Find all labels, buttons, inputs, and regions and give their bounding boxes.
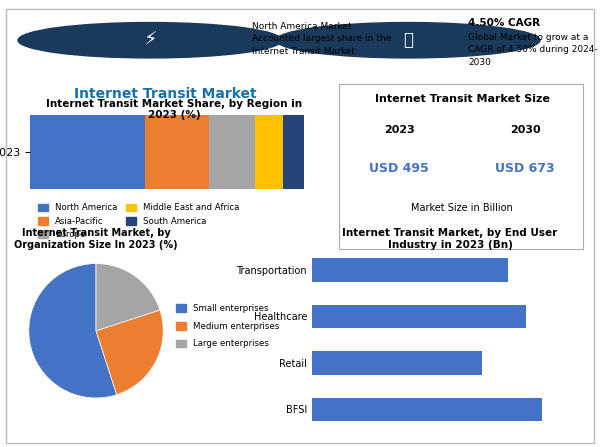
Text: Internet Transit Market Share, by Region in
2023 (%): Internet Transit Market Share, by Region… — [46, 99, 302, 120]
Bar — [312, 351, 482, 375]
Legend: Small enterprises, Medium enterprises, Large enterprises: Small enterprises, Medium enterprises, L… — [172, 301, 283, 352]
Text: North America Market
Accounted largest share in the
Internet Transit Market: North America Market Accounted largest s… — [252, 21, 391, 55]
Bar — [145, 115, 209, 189]
Text: ⚡: ⚡ — [143, 31, 157, 50]
Text: Internet Transit Market Size: Internet Transit Market Size — [374, 94, 550, 104]
Text: Internet Transit Market, by
Organization Size In 2023 (%): Internet Transit Market, by Organization… — [14, 228, 178, 250]
Bar — [30, 115, 145, 189]
Circle shape — [18, 22, 282, 58]
Text: USD 673: USD 673 — [495, 162, 555, 175]
Text: Global Market to grow at a
CAGR of 4.50% during 2024-
2030: Global Market to grow at a CAGR of 4.50%… — [468, 33, 598, 67]
Text: 4.50% CAGR: 4.50% CAGR — [468, 17, 540, 28]
Text: 2023: 2023 — [383, 125, 415, 135]
Text: 2030: 2030 — [509, 125, 541, 135]
Bar — [209, 115, 254, 189]
Text: Market Size in Billion: Market Size in Billion — [411, 203, 513, 213]
Text: Internet Transit Market: Internet Transit Market — [74, 87, 256, 101]
Circle shape — [276, 22, 540, 58]
Wedge shape — [29, 264, 117, 398]
Legend: North America, Asia-Pacific, Europe, Middle East and Africa, South America: North America, Asia-Pacific, Europe, Mid… — [34, 200, 243, 243]
Bar — [312, 305, 526, 328]
Wedge shape — [96, 310, 163, 395]
Text: 🔥: 🔥 — [403, 31, 413, 49]
Bar — [312, 258, 508, 282]
Text: Internet Transit Market, by End User
Industry in 2023 (Bn): Internet Transit Market, by End User Ind… — [343, 228, 557, 250]
Text: USD 495: USD 495 — [369, 162, 429, 175]
Bar — [283, 115, 304, 189]
Wedge shape — [96, 264, 160, 331]
Bar — [312, 398, 542, 421]
Bar — [254, 115, 283, 189]
